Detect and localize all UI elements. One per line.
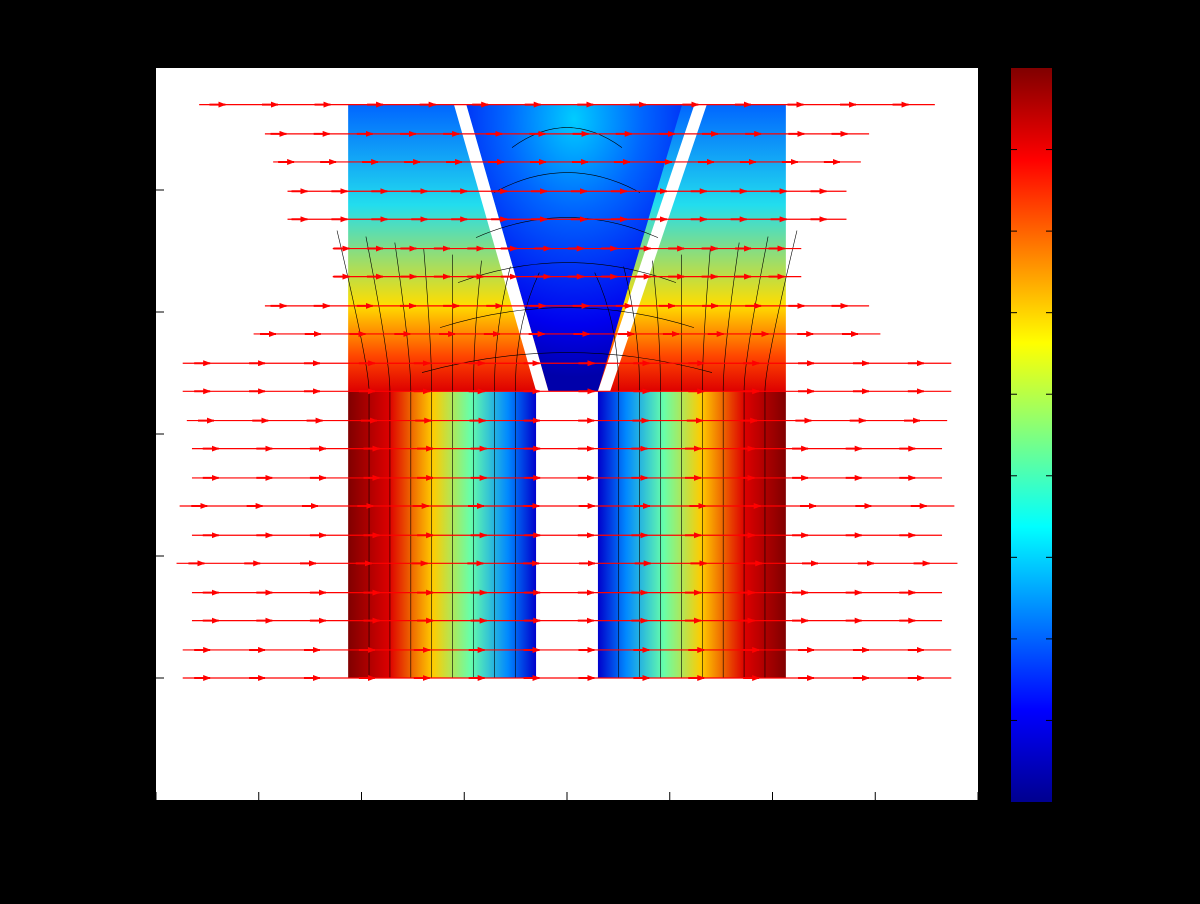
slot-cut-2 — [597, 104, 707, 392]
tick-layer — [155, 189, 979, 800]
contour-line — [423, 248, 433, 678]
contour-line — [365, 236, 391, 678]
contour-line — [439, 307, 695, 328]
contour-line — [475, 217, 659, 238]
contour-line — [764, 230, 798, 678]
contour-line — [743, 236, 769, 678]
contour-line — [594, 272, 620, 678]
contour-line — [493, 172, 641, 193]
contour-line — [336, 230, 370, 678]
vector-layer — [176, 101, 958, 681]
contour-line — [394, 242, 412, 678]
colorbar — [1011, 68, 1052, 802]
field-layer — [348, 104, 786, 678]
contour-line — [514, 272, 540, 678]
contour-line — [652, 260, 661, 678]
contour-line — [511, 127, 623, 148]
contour-line — [722, 242, 740, 678]
contour-line — [701, 248, 711, 678]
colorbar-ticks — [1011, 149, 1052, 721]
